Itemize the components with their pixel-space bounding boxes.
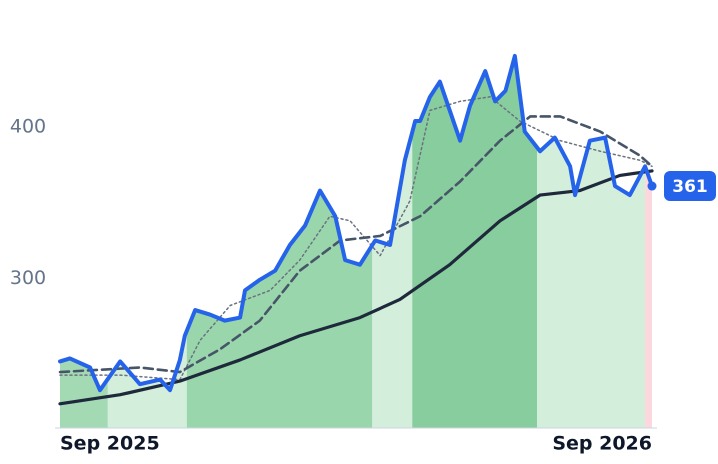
y-tick-label: 300 — [10, 267, 46, 289]
band-area — [537, 137, 646, 428]
price-badge — [664, 171, 716, 202]
last-point — [647, 181, 657, 191]
band-area — [107, 330, 187, 428]
x-tick-label: Sep 2025 — [60, 433, 160, 455]
band-area — [645, 166, 652, 428]
band-area — [60, 358, 108, 428]
line — [58, 169, 654, 406]
line — [59, 96, 653, 381]
x-tick-label: Sep 2026 — [552, 433, 652, 455]
band-area — [372, 132, 413, 428]
y-tick-label: 400 — [10, 116, 46, 138]
price-label: 361 — [672, 177, 708, 197]
line — [58, 53, 654, 393]
line — [58, 115, 654, 374]
